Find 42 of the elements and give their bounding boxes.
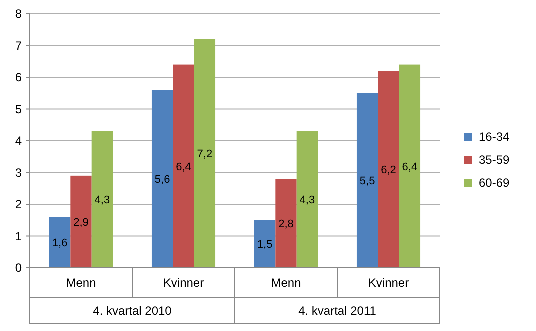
x-tick-label: Menn [271,276,302,290]
data-label: 2,9 [74,216,89,229]
bar [173,64,194,268]
y-tick-label: 3 [15,166,22,180]
y-tick-label: 8 [15,7,22,21]
legend-label: 35-59 [479,153,510,167]
bar [92,131,114,268]
bar [194,39,216,268]
data-label: 5,5 [360,176,376,188]
text: 4. kvartal 2010 [93,304,172,318]
x-tick-label: Menn [66,276,96,290]
data-label: 6,4 [176,161,192,174]
bar [356,93,378,268]
data-label: 6,4 [402,161,418,174]
bar [276,179,297,268]
bar [152,90,174,268]
data-label: 1,6 [52,238,68,250]
bar [378,71,400,268]
y-tick-label: 7 [15,38,22,53]
legend-label: 16-34 [479,130,510,144]
bar [49,217,71,268]
legend-label: 60-69 [479,176,510,190]
data-label: 1,5 [257,239,273,252]
data-label: 2,8 [278,218,294,231]
bar [254,220,276,268]
x-tick-label: Kvinner [368,276,410,290]
bar [399,64,421,268]
bar [296,131,318,268]
y-tick-label: 4 [15,134,22,148]
y-tick-label: 6 [15,70,22,84]
y-tick-label: 5 [15,102,22,116]
text: 4. kvartal 2011 [298,304,377,318]
data-label: 6,2 [381,164,396,177]
y-tick-label: 2 [15,198,22,212]
data-label: 4,3 [94,194,110,207]
x-tick-label: Kvinner [163,276,204,290]
bar [70,176,92,268]
y-tick-label: 0 [15,261,22,275]
y-tick-label: 1 [15,229,22,244]
data-label: 7,2 [197,148,213,161]
data-label: 5,6 [154,174,170,186]
data-label: 4,3 [300,194,316,207]
